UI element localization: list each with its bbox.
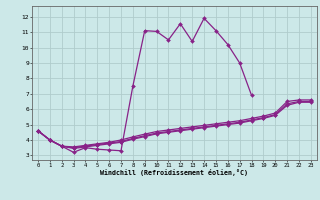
X-axis label: Windchill (Refroidissement éolien,°C): Windchill (Refroidissement éolien,°C) — [100, 169, 248, 176]
